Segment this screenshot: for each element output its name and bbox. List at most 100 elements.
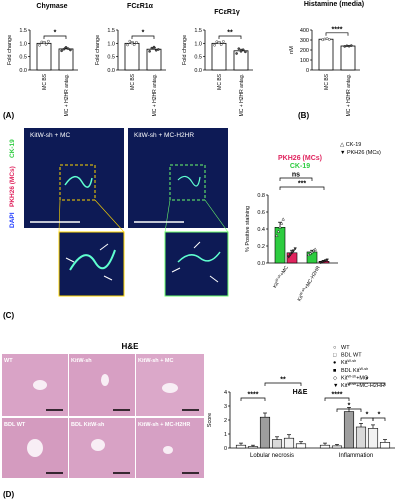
staining-point-1-0-4 bbox=[293, 247, 297, 251]
fcer1g-y-label: Fold change bbox=[182, 35, 188, 65]
he-score-y-tick-label-4: 4 bbox=[224, 390, 227, 396]
he-label-6: KitW-sh + MC-H2HR bbox=[138, 422, 190, 428]
he-legend-marker-2: ● bbox=[333, 360, 336, 366]
chart-histamine: Histamine (media) 0 100 200 300 400 nM MC BS MC … bbox=[289, 1, 364, 116]
chymase-bar-0 bbox=[36, 42, 52, 71]
staining-point-0-1-4 bbox=[313, 247, 317, 251]
staining-point-1-1-0 bbox=[319, 261, 323, 265]
chymase-point-1-3 bbox=[66, 47, 70, 50]
fcer1g-point-0-0 bbox=[213, 43, 216, 47]
he-sig-6-sig: * bbox=[366, 412, 369, 419]
he-legend-5: KitW-sh+MC-H2HR bbox=[341, 382, 385, 389]
he-legend-pre-4: Kit bbox=[341, 375, 348, 381]
arrow-5 bbox=[171, 267, 181, 273]
histamine-bar-1 bbox=[340, 45, 356, 71]
he-label-5: BDL KitW-sh bbox=[71, 422, 105, 428]
fcer1a-point-1-4 bbox=[157, 48, 160, 51]
fcer1a-y-tick-label-2: 1.0 bbox=[107, 41, 115, 47]
fcer1a-bar-0 bbox=[124, 42, 140, 71]
side-label-pkh: PKH26 (MCs) bbox=[9, 166, 16, 207]
staining-point-1-0-1 bbox=[288, 253, 293, 257]
histamine-x-label-1: MC + H2HR antag. bbox=[346, 74, 352, 116]
he-title-d: H&E bbox=[122, 342, 140, 351]
histamine-point-1-0 bbox=[343, 45, 347, 48]
he-sig-5-sig: * bbox=[348, 403, 351, 410]
he-score-y-tick-label-0: 0 bbox=[224, 446, 227, 452]
fcer1a-point-1-1 bbox=[150, 46, 154, 50]
he-score-bar-1-5 bbox=[379, 442, 391, 449]
he-sig-7-sig: * bbox=[378, 412, 381, 419]
he-score-y-label: Score bbox=[207, 413, 213, 427]
panel-label-b: (B) bbox=[298, 111, 309, 120]
staining-y-tick-label-0: 0.0 bbox=[257, 261, 265, 267]
panel-label-d: (D) bbox=[3, 490, 14, 499]
histamine-x-label-0: MC BS bbox=[324, 73, 330, 90]
he-legend-sup-3: W-sh bbox=[359, 367, 368, 371]
fcer1g-title: FCεR1γ bbox=[214, 9, 240, 16]
fcer1a-point-0-4 bbox=[135, 40, 138, 44]
staining-point-1-0-3 bbox=[291, 249, 296, 253]
fcer1g-point-0-1 bbox=[215, 40, 219, 44]
fcer1a-point-0-1 bbox=[128, 39, 132, 43]
he-legend-post-5: +MC-H2HR bbox=[356, 383, 385, 389]
arrow-1 bbox=[99, 243, 109, 251]
micrograph-panel-d: H&E WT KitW-sh KitW-sh + MC BDL WT BDL K… bbox=[2, 342, 204, 478]
he-score-x-label-0: Lobular necrosis bbox=[250, 453, 294, 459]
staining-point-1-0-2 bbox=[290, 251, 294, 255]
roi-box-right bbox=[169, 164, 206, 201]
he-vessel-3 bbox=[162, 383, 178, 393]
fcer1a-point-1-0 bbox=[148, 50, 151, 53]
chart-layer: Chymase 0.0 0.5 1.0 1.5 Fold change MC BS MC + … bbox=[7, 1, 395, 459]
staining-point-0-0-3 bbox=[279, 221, 284, 225]
fcer1g-point-1-3 bbox=[241, 48, 245, 52]
he-score-y-tick-label-2: 2 bbox=[224, 418, 227, 424]
chymase-point-1-1 bbox=[62, 47, 66, 51]
he-score-bar-0-5 bbox=[295, 443, 307, 449]
staining-y-tick-label-2: 0.4 bbox=[257, 227, 265, 233]
zoom-line-left-b bbox=[94, 199, 125, 233]
he-legend-marker-4: ◇ bbox=[333, 375, 338, 381]
staining-x-label-base-1: Kit bbox=[297, 294, 305, 303]
he-label-1: WT bbox=[4, 358, 13, 364]
he-score-bar-0-1 bbox=[247, 446, 259, 449]
he-sig-7-bracket bbox=[372, 417, 386, 421]
micrograph-c-right-label: KitW-sh + MC-H2HR bbox=[134, 132, 194, 139]
he-vessel-2 bbox=[101, 374, 109, 386]
arrow-4 bbox=[193, 241, 201, 249]
zoom-frame-right bbox=[164, 231, 229, 297]
he-sig-2-bracket bbox=[264, 382, 302, 386]
fcer1g-point-0-3 bbox=[219, 43, 223, 46]
he-label-3: KitW-sh + MC bbox=[138, 358, 174, 364]
fcer1g-y-tick-label-1: 0.5 bbox=[194, 55, 202, 61]
staining-legend-1: ▼ PKH26 (MCs) bbox=[340, 150, 381, 156]
histamine-bracket bbox=[325, 32, 349, 36]
staining-ns-sig: ns bbox=[292, 172, 300, 179]
staining-x-label-1: KitW-sh+MC-H2HR bbox=[296, 264, 322, 302]
chymase-y-tick-label-3: 1.5 bbox=[19, 28, 27, 34]
histamine-bar-0 bbox=[318, 38, 334, 71]
he-legend-pre-3: BDL Kit bbox=[341, 368, 360, 374]
he-vessel-5 bbox=[91, 439, 105, 451]
he-legend-sup-4: W-sh bbox=[347, 374, 356, 378]
fcer1a-bracket bbox=[131, 35, 155, 39]
he-vessel-1 bbox=[33, 380, 47, 390]
he-score-bar-1-1 bbox=[331, 445, 343, 449]
he-sig-4-sig: * bbox=[366, 377, 369, 384]
staining-y-tick-label-1: 0.2 bbox=[257, 244, 265, 250]
zoom-line-left-a bbox=[58, 199, 61, 233]
chymase-point-0-2 bbox=[42, 41, 46, 45]
he-image-2 bbox=[69, 354, 135, 416]
chymase-point-0-0 bbox=[38, 43, 41, 47]
staining-title-ck: CK-19 bbox=[290, 163, 310, 170]
fcer1a-x-label-0: MC BS bbox=[130, 73, 136, 90]
fcer1g-point-0-2 bbox=[217, 41, 221, 45]
he-sig-3-bracket bbox=[324, 397, 350, 401]
he-legend-marker-5: ▼ bbox=[333, 383, 338, 389]
fcer1g-point-1-2 bbox=[239, 50, 243, 53]
he-legend-sup-5: W-sh bbox=[347, 382, 356, 386]
panel-label-c: (C) bbox=[3, 311, 14, 320]
fcer1g-bracket bbox=[218, 35, 242, 39]
he-legend-3: BDL KitW-sh bbox=[341, 367, 368, 374]
